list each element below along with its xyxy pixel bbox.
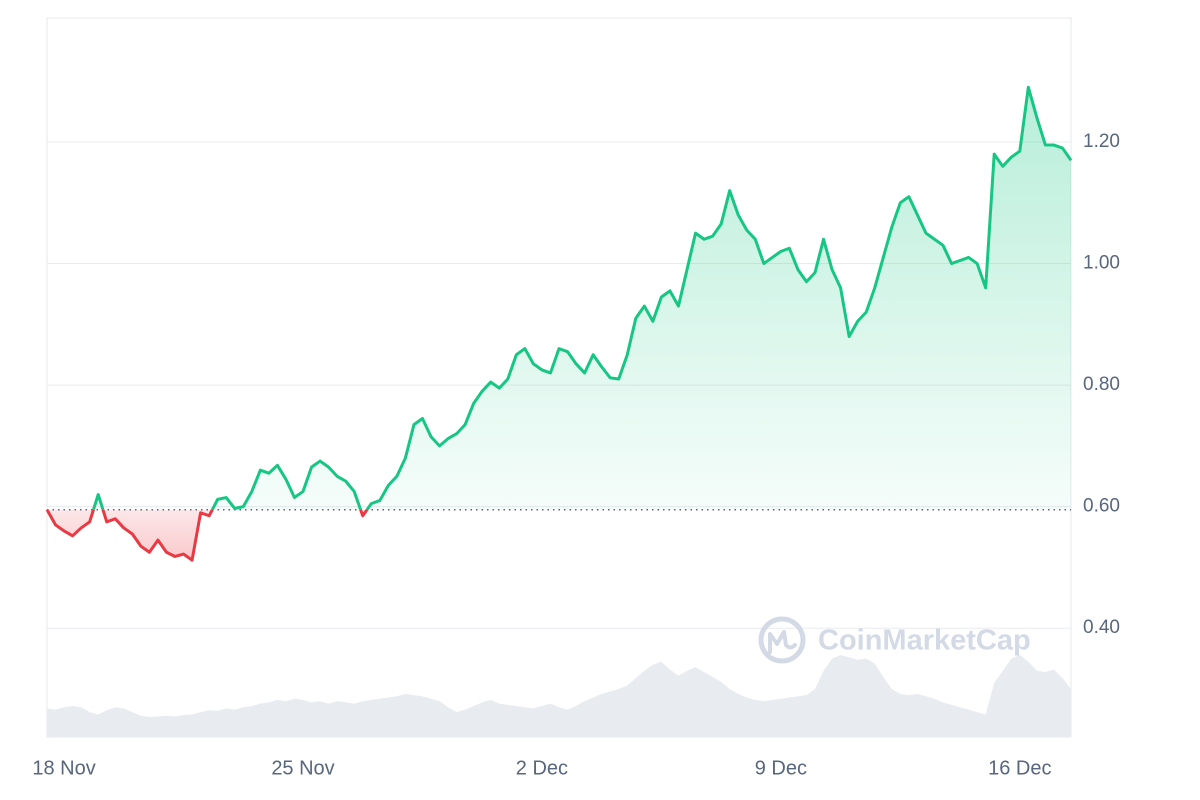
x-tick-label: 18 Nov	[32, 757, 95, 779]
y-tick-label: 1.20	[1083, 131, 1120, 152]
y-tick-label: 0.40	[1083, 617, 1120, 638]
y-tick-label: 0.80	[1083, 374, 1120, 395]
price-line-up	[46, 85, 1073, 510]
x-tick-label: 25 Nov	[271, 757, 334, 779]
watermark-text: CoinMarketCap	[818, 625, 1031, 657]
x-tick-label: 16 Dec	[988, 757, 1051, 779]
watermark-logo	[758, 616, 806, 664]
x-tick-label: 2 Dec	[516, 757, 568, 779]
watermark-logo-mark	[768, 630, 797, 654]
y-tick-label: 0.60	[1083, 496, 1120, 517]
y-tick-label: 1.00	[1083, 253, 1120, 274]
price-area-up	[47, 87, 1071, 510]
x-tick-label: 9 Dec	[755, 757, 807, 779]
watermark: CoinMarketCap	[758, 616, 1031, 664]
volume-area	[47, 654, 1071, 737]
price-area-down	[47, 509, 367, 561]
